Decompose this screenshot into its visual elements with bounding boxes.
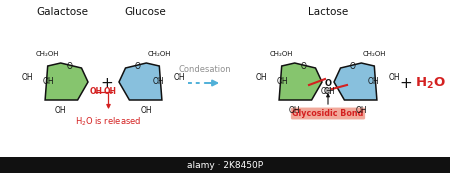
Text: O: O (66, 62, 72, 71)
Text: Glycosidic Bond: Glycosidic Bond (292, 109, 364, 118)
Text: +: + (400, 75, 412, 90)
Text: +: + (101, 75, 113, 90)
Text: OH: OH (152, 78, 164, 86)
Text: OH: OH (324, 88, 336, 97)
Polygon shape (279, 63, 322, 100)
Text: OH: OH (255, 74, 267, 83)
Text: OH: OH (90, 88, 103, 97)
Bar (0, 157, 450, 173)
Text: OH: OH (389, 74, 401, 83)
Text: OH: OH (21, 74, 33, 83)
Text: OH: OH (104, 88, 117, 97)
Text: CH₂OH: CH₂OH (36, 51, 59, 57)
Text: OH: OH (277, 78, 289, 86)
Text: O: O (324, 79, 332, 88)
Text: $\mathregular{H_2O}$: $\mathregular{H_2O}$ (415, 75, 446, 90)
Text: OH: OH (289, 106, 301, 115)
Polygon shape (119, 63, 162, 100)
Text: OH: OH (356, 106, 367, 115)
Polygon shape (334, 63, 377, 100)
Text: CH₂OH: CH₂OH (148, 51, 171, 57)
Text: OH: OH (320, 88, 332, 97)
Text: OH: OH (140, 106, 152, 115)
Text: OH: OH (55, 106, 67, 115)
Polygon shape (45, 63, 88, 100)
Text: Glucose: Glucose (124, 7, 166, 17)
Text: O: O (135, 62, 141, 71)
Text: alamy · 2K8450P: alamy · 2K8450P (187, 161, 263, 170)
Text: Galactose: Galactose (36, 7, 88, 17)
Text: OH: OH (367, 78, 379, 86)
Text: CH₂OH: CH₂OH (363, 51, 386, 57)
Text: OH: OH (43, 78, 55, 86)
Text: CH₂OH: CH₂OH (270, 51, 293, 57)
Text: Lactose: Lactose (308, 7, 348, 17)
Text: OH: OH (174, 74, 186, 83)
Text: $\mathregular{H_2O}$ is released: $\mathregular{H_2O}$ is released (75, 115, 142, 128)
Text: O: O (300, 62, 306, 71)
Text: Condesation: Condesation (179, 65, 231, 74)
Text: O: O (350, 62, 356, 71)
